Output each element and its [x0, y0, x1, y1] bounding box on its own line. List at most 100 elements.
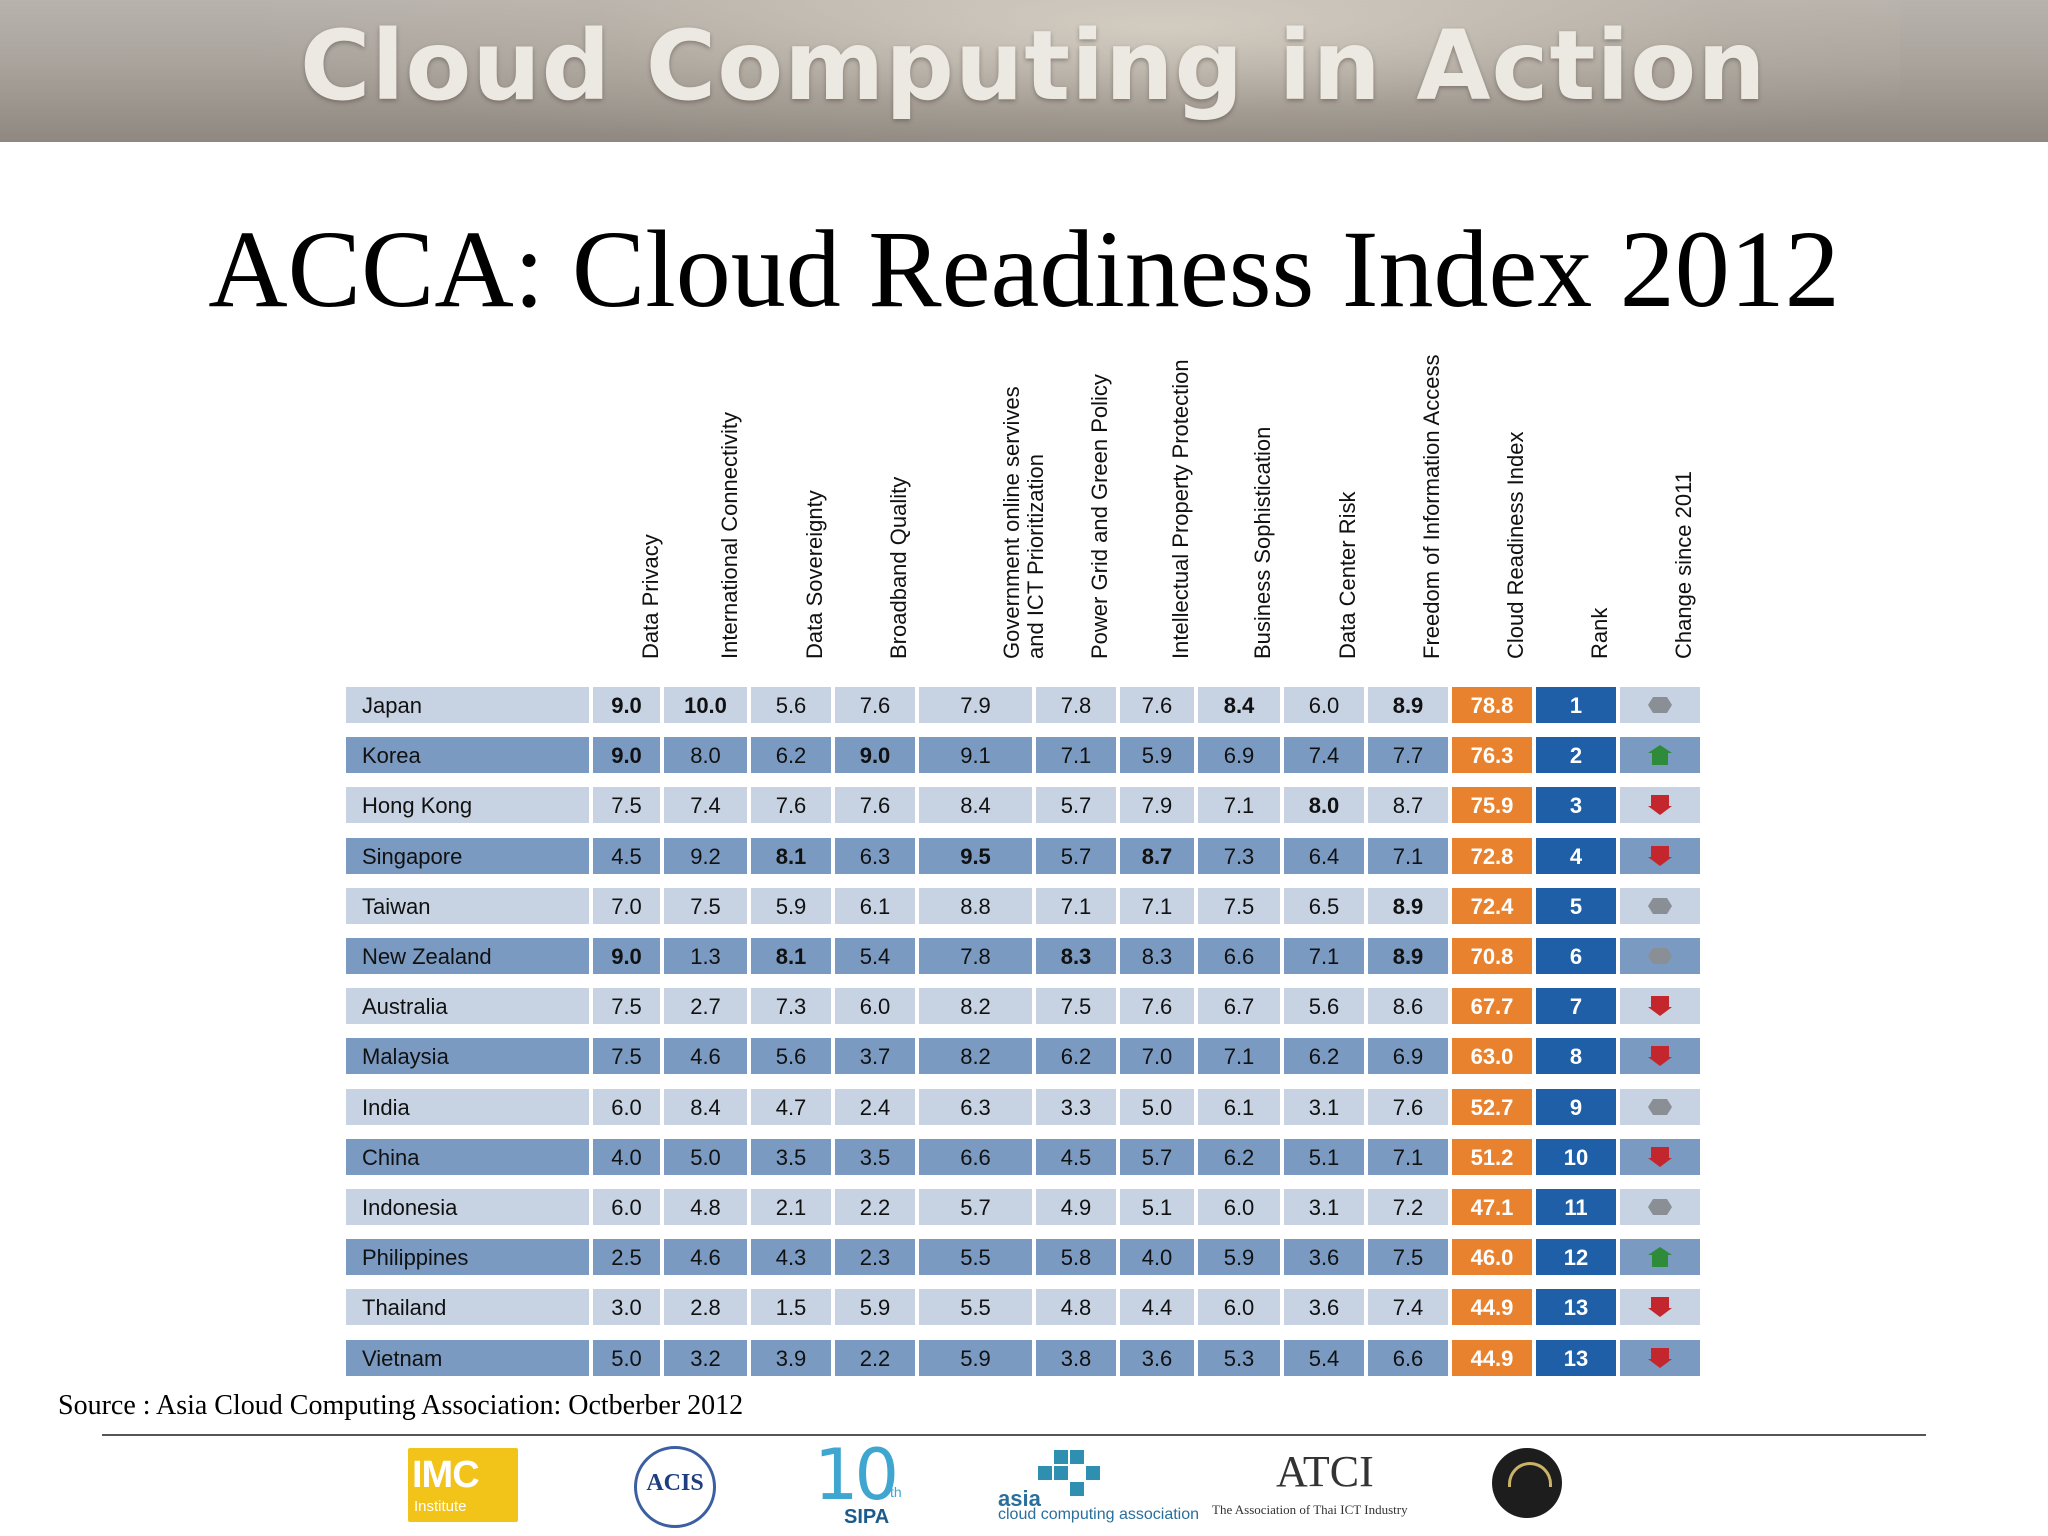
score-cell: 7.3: [751, 988, 831, 1025]
score-cell: 7.1: [1120, 887, 1194, 924]
score-cell: 8.9: [1368, 938, 1448, 974]
atci-logo-subtext: The Association of Thai ICT Industry: [1212, 1502, 1408, 1517]
column-header-line: Data Sovereignty: [802, 490, 827, 659]
change-since-2011-cell: [1620, 1239, 1700, 1276]
score-cell: 6.6: [1198, 938, 1280, 974]
score-cell: 4.0: [1120, 1239, 1194, 1276]
score-cell: 7.1: [1036, 737, 1116, 774]
score-cell: 6.3: [919, 1088, 1032, 1125]
rank-cell: 8: [1536, 1038, 1616, 1075]
score-cell: 5.9: [919, 1339, 1032, 1376]
score-cell: 5.1: [1120, 1189, 1194, 1225]
no-change-icon: [1648, 1098, 1672, 1115]
column-header-label: Intellectual Property Protection: [1168, 359, 1193, 659]
score-cell: 7.0: [593, 887, 660, 924]
score-cell: 9.0: [593, 737, 660, 774]
change-since-2011-cell: [1620, 887, 1700, 924]
score-cell: 3.9: [751, 1339, 831, 1376]
score-cell: 6.2: [1036, 1038, 1116, 1075]
score-cell: 6.1: [835, 887, 915, 924]
score-cell: 7.5: [593, 1038, 660, 1075]
score-cell: 8.7: [1368, 787, 1448, 824]
change-indicator-shape: [1648, 996, 1672, 1017]
score-cell: 6.0: [1284, 687, 1364, 723]
atci-logo-mark: ATCI: [1276, 1447, 1374, 1496]
score-cell: 6.2: [1198, 1138, 1280, 1175]
rank-cell: 2: [1536, 737, 1616, 774]
table-row: Taiwan 7.0 7.5 5.9 6.1 8.8 7.1 7.1 7.5 6.5 8.9 72.4…: [346, 887, 1700, 924]
acis-logo: ACIS: [634, 1446, 716, 1528]
column-header-label: Rank: [1587, 608, 1612, 659]
readiness-table: Data Privacy International Connectivity Da…: [346, 355, 1706, 1376]
score-cell: 2.7: [664, 988, 747, 1025]
score-cell: 7.5: [664, 887, 747, 924]
score-cell: 7.1: [1284, 938, 1364, 974]
down-arrow-icon: [1648, 845, 1672, 866]
logo-square: [1070, 1482, 1084, 1496]
acis-logo-ring: [634, 1446, 716, 1528]
score-cell: 4.8: [1036, 1289, 1116, 1326]
country-name: Thailand: [346, 1289, 589, 1326]
down-arrow-icon: [1648, 996, 1672, 1017]
change-indicator-shape: [1648, 1347, 1672, 1368]
score-cell: 8.0: [1284, 787, 1364, 824]
score-cell: 4.0: [593, 1138, 660, 1175]
no-change-icon: [1648, 697, 1672, 713]
score-cell: 5.8: [1036, 1239, 1116, 1276]
country-name: Vietnam: [346, 1339, 589, 1376]
table-row: Australia 7.5 2.7 7.3 6.0 8.2 7.5 7.6 6.7 5.6 8.6 6…: [346, 988, 1700, 1025]
score-cell: 7.0: [1120, 1038, 1194, 1075]
score-cell: 3.8: [1036, 1339, 1116, 1376]
score-cell: 3.2: [664, 1339, 747, 1376]
cloud-readiness-index-cell: 75.9: [1452, 787, 1532, 824]
score-cell: 4.6: [664, 1239, 747, 1276]
column-header-label: Change since 2011: [1671, 471, 1696, 659]
score-cell: 7.6: [1368, 1088, 1448, 1125]
score-cell: 6.2: [1284, 1038, 1364, 1075]
score-cell: 7.3: [1198, 837, 1280, 874]
column-header-line: Broadband Quality: [886, 476, 911, 659]
change-indicator-shape: [1648, 1098, 1672, 1115]
score-cell: 7.9: [919, 687, 1032, 723]
change-since-2011-cell: [1620, 1138, 1700, 1175]
change-since-2011-cell: [1620, 1189, 1700, 1225]
score-cell: 3.6: [1284, 1289, 1364, 1326]
down-arrow-icon: [1648, 1146, 1672, 1167]
rank-cell: 13: [1536, 1289, 1616, 1326]
rank-cell: 3: [1536, 787, 1616, 824]
imc-institute-logo: IMC Institute: [408, 1448, 518, 1522]
column-header-line: Cloud Readiness Index: [1503, 431, 1528, 659]
cloud-readiness-index-cell: 63.0: [1452, 1038, 1532, 1075]
score-cell: 3.5: [835, 1138, 915, 1175]
imc-logo-subtext: Institute: [414, 1498, 467, 1515]
score-cell: 7.4: [1368, 1289, 1448, 1326]
no-change-icon: [1648, 897, 1672, 914]
score-cell: 7.1: [1368, 1138, 1448, 1175]
score-cell: 7.5: [1036, 988, 1116, 1025]
table-row: Japan 9.0 10.0 5.6 7.6 7.9 7.8 7.6 8.4 6.0 8.9 78.8…: [346, 687, 1700, 723]
acis-logo-text: ACIS: [646, 1470, 704, 1496]
column-header-line: Freedom of Information Access: [1419, 354, 1444, 659]
banner-background-glow: [260, 0, 1900, 142]
table-row: Indonesia 6.0 4.8 2.1 2.2 5.7 4.9 5.1 6.0 3.1 7.2 4…: [346, 1189, 1700, 1225]
score-cell: 3.6: [1284, 1239, 1364, 1276]
column-header-label: Data Privacy: [638, 534, 663, 659]
score-cell: 5.9: [835, 1289, 915, 1326]
score-cell: 5.9: [751, 887, 831, 924]
score-cell: 7.4: [664, 787, 747, 824]
score-cell: 7.4: [1284, 737, 1364, 774]
score-cell: 8.4: [664, 1088, 747, 1125]
cloud-readiness-index-cell: 44.9: [1452, 1289, 1532, 1326]
score-cell: 5.7: [1120, 1138, 1194, 1175]
table-row: India 6.0 8.4 4.7 2.4 6.3 3.3 5.0 6.1 3.1 7.6 52.7 9: [346, 1088, 1700, 1125]
score-cell: 8.0: [664, 737, 747, 774]
sipa-10th-logo: 10 th SIPA: [814, 1434, 924, 1530]
cloud-readiness-index-cell: 47.1: [1452, 1189, 1532, 1225]
score-cell: 8.9: [1368, 887, 1448, 924]
sipa-logo-number: 10: [814, 1434, 899, 1516]
cloud-council-logo: [1492, 1448, 1564, 1520]
sipa-logo-suffix: th: [890, 1484, 902, 1500]
column-header-label: Data Sovereignty: [802, 490, 827, 659]
down-arrow-icon: [1648, 1347, 1672, 1368]
score-cell: 4.7: [751, 1088, 831, 1125]
